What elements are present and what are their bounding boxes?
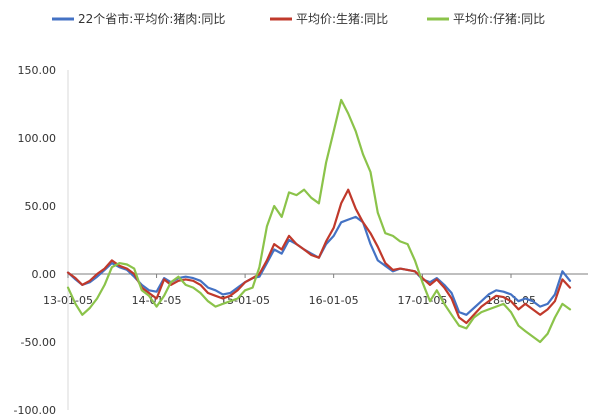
series-line-3 [66,98,572,344]
y-tick-label: -50.00 [21,336,56,349]
y-tick-label: -100.00 [14,404,56,417]
x-tick-label: 13-01-05 [43,294,93,307]
x-axis: 13-01-05 14-01-05 15-01-05 16-01-05 17-01-05… [43,273,588,307]
legend: 22个省市:平均价:猪肉:同比 平均价:生猪:同比 平均价:仔猪:同比 [52,11,545,26]
y-tick-label: 50.00 [25,200,57,213]
x-tick-label: 14-01-05 [132,294,182,307]
y-tick-label: 100.00 [18,132,57,145]
legend-label: 平均价:生猪:同比 [296,12,388,26]
legend-label: 22个省市:平均价:猪肉:同比 [78,11,225,26]
legend-label: 平均价:仔猪:同比 [453,12,545,26]
x-tick-label: 17-01-05 [397,294,447,307]
series-group [66,98,572,344]
x-tick-label: 15-01-05 [220,294,270,307]
y-axis: 150.00 100.00 50.00 0.00 -50.00 -100.00 [14,64,69,417]
y-tick-label: 0.00 [32,268,57,281]
x-tick-label: 16-01-05 [309,294,359,307]
y-tick-label: 150.00 [18,64,57,77]
series-line-2 [66,188,572,325]
